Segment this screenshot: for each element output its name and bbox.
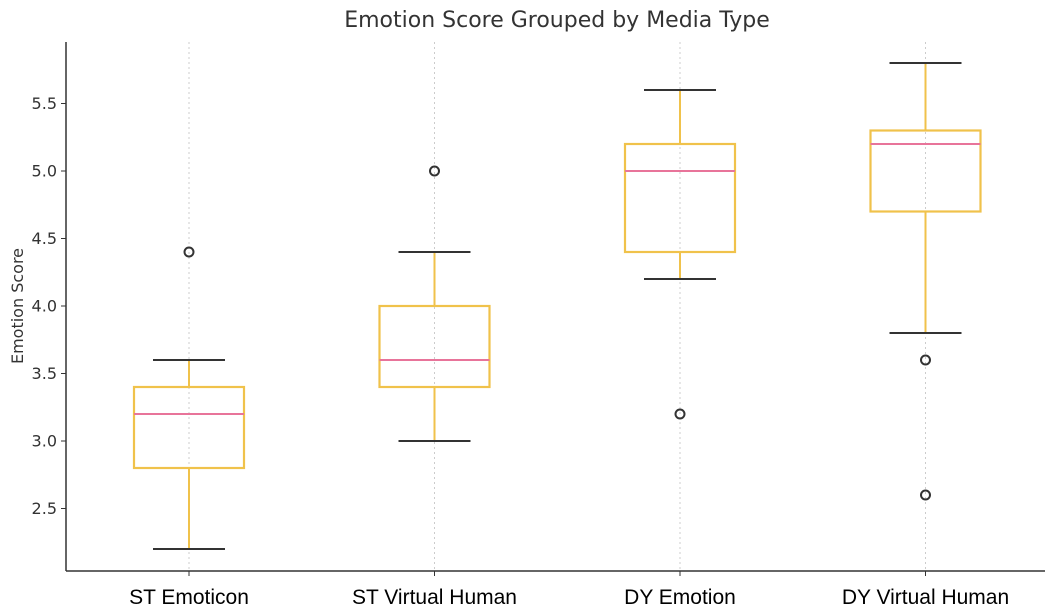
y-axis-label: Emotion Score [8,248,27,364]
box-group [623,89,737,420]
outlier-point [183,246,195,258]
iqr-box [378,304,491,389]
boxes [132,62,982,550]
outlier-point [920,489,931,501]
y-tick-label: 5.5 [32,94,57,113]
iqr-box [623,142,737,254]
iqr-box [132,385,246,470]
outlier-point [674,408,686,420]
x-tick-label: DY Emotion [624,586,736,609]
x-tick-label: ST Virtual Human [352,586,517,609]
gridlines [188,42,926,571]
y-tick-label: 3.0 [32,432,57,451]
tick-labels: 2.5 3.0 3.5 4.0 4.5 5.0 5.5 ST Emoticon ST Virtu… [32,94,1010,609]
x-tick-label: ST Emoticon [129,586,249,609]
outlier-point [429,165,440,177]
y-tick-label: 3.5 [32,364,57,383]
y-tick-label: 4.0 [32,297,57,316]
outlier-point [920,354,931,366]
box-group [132,246,246,550]
chart-title: Emotion Score Grouped by Media Type [344,8,770,33]
box-group [869,62,982,501]
box-group [378,165,491,442]
iqr-box [869,129,982,213]
y-tick-label: 4.5 [32,229,57,248]
y-tick-label: 2.5 [32,499,57,518]
y-tick-label: 5.0 [32,162,57,181]
x-tick-label: DY Virtual Human [842,586,1009,609]
axes [61,42,1045,576]
